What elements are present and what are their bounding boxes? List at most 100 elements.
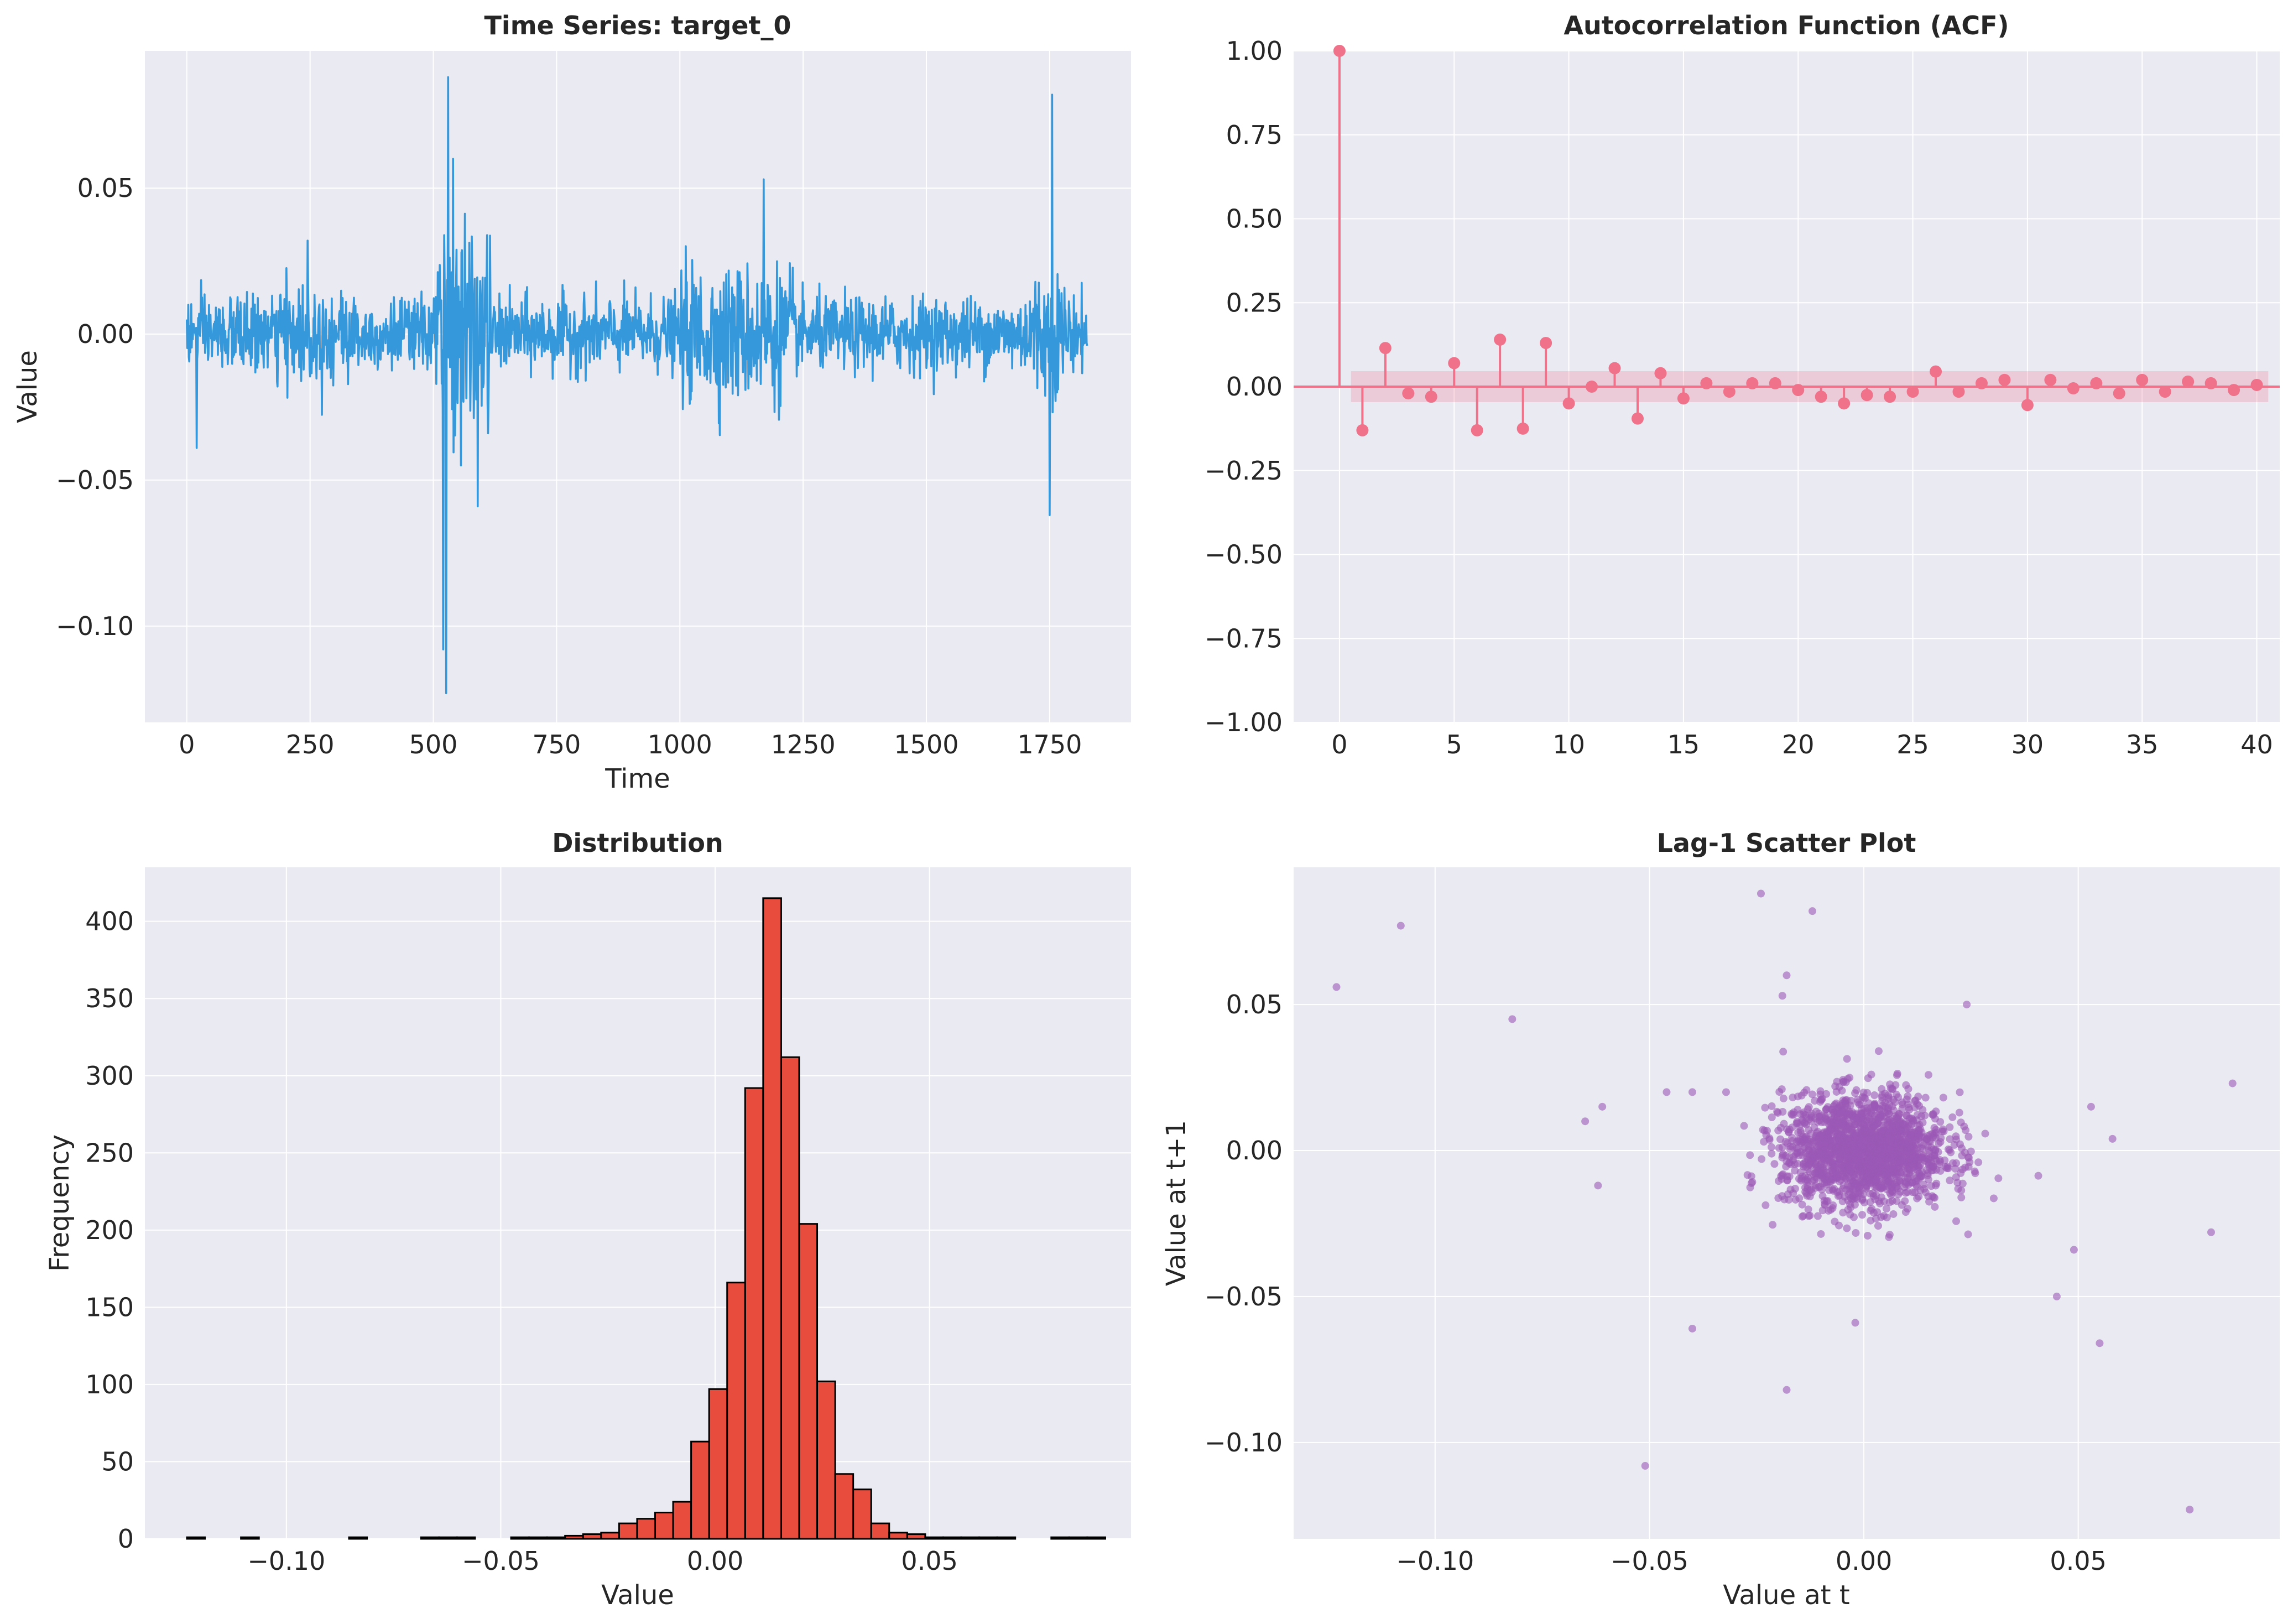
histogram-bar <box>420 1536 440 1540</box>
y-tick-label: −0.05 <box>1205 1282 1283 1311</box>
scatter-point <box>1880 1117 1888 1126</box>
scatter-point <box>1960 1122 1968 1131</box>
scatter-point <box>1844 1166 1852 1174</box>
acf-marker <box>1700 377 1713 389</box>
panel-distribution: −0.10 −0.05 0.00 0.05 0 50 100 150 200 250 300 350 4… <box>44 828 1131 1611</box>
scatter-point <box>1929 1152 1937 1160</box>
scatter-point <box>1932 1179 1941 1188</box>
scatter-point <box>1833 1188 1842 1196</box>
scatter-point <box>1803 1153 1811 1161</box>
scatter-point <box>1785 1126 1794 1134</box>
y-tick-label: −0.25 <box>1205 456 1283 486</box>
acf-marker <box>1723 386 1736 398</box>
scatter-point <box>1332 983 1341 991</box>
scatter-point <box>1809 907 1817 915</box>
scatter-point <box>1868 1153 1876 1162</box>
acf-marker <box>2136 373 2149 386</box>
scatter-point <box>1767 1143 1775 1151</box>
acf-marker <box>2228 384 2240 397</box>
acf-marker <box>1586 381 1598 393</box>
scatter-point <box>1838 1162 1847 1170</box>
scatter-point <box>1863 1231 1872 1240</box>
x-tick-label: −0.05 <box>1611 1546 1689 1576</box>
scatter-point <box>2186 1506 2194 1514</box>
scatter-point <box>1989 1194 1998 1203</box>
scatter-point <box>1939 1094 1947 1102</box>
scatter-point <box>1893 1197 1901 1205</box>
scatter-point <box>1881 1180 1889 1188</box>
scatter-point <box>1891 1170 1900 1179</box>
scatter-point <box>1874 1047 1883 1055</box>
scatter-point <box>1746 1151 1754 1159</box>
histogram-bar <box>906 1533 926 1540</box>
scatter-point <box>1761 1104 1769 1112</box>
scatter-point <box>1860 1133 1868 1141</box>
scatter-point <box>1825 1206 1833 1215</box>
scatter-point <box>1830 1163 1838 1172</box>
scatter-point <box>1866 1198 1874 1206</box>
scatter-point <box>1883 1214 1891 1222</box>
histogram-bar <box>888 1532 908 1540</box>
scatter-point <box>1813 1212 1822 1220</box>
acf-marker <box>2113 387 2125 400</box>
scatter-point <box>1901 1121 1909 1129</box>
scatter-point <box>1831 1082 1839 1090</box>
scatter-point <box>1885 1233 1893 1241</box>
y-tick-label: −0.05 <box>56 465 134 495</box>
scatter-point <box>1964 1133 1973 1141</box>
scatter-point <box>1894 1158 1902 1167</box>
scatter-point <box>1783 1157 1791 1165</box>
y-tick-label: 200 <box>85 1215 134 1245</box>
scatter-point <box>1853 1173 1861 1181</box>
scatter-point <box>2228 1079 2237 1087</box>
scatter-point <box>1948 1113 1957 1121</box>
x-tick-label: 20 <box>1782 730 1815 759</box>
scatter-point <box>1768 1102 1776 1110</box>
scatter-point <box>1795 1175 1803 1183</box>
histogram-bar <box>240 1536 260 1540</box>
histogram-bar <box>762 897 782 1540</box>
scatter-point <box>1884 1144 1893 1153</box>
scatter-point <box>1805 1136 1813 1144</box>
acf-marker <box>1402 387 1415 400</box>
scatter-point <box>1874 1222 1882 1230</box>
histogram-bar <box>1086 1536 1106 1540</box>
scatter-point <box>1875 1197 1883 1205</box>
y-tick-label: 400 <box>85 907 134 936</box>
scatter-point <box>1850 1182 1858 1190</box>
acf-marker <box>1608 362 1621 374</box>
scatter-point <box>1994 1174 2003 1183</box>
histogram-bar <box>582 1533 602 1540</box>
y-tick-label: 0.50 <box>1226 204 1283 234</box>
scatter-point <box>1862 1117 1870 1125</box>
scatter-point <box>1870 1091 1879 1099</box>
scatter-point <box>1889 1210 1898 1218</box>
scatter-point <box>1853 1095 1862 1104</box>
y-tick-label: 0.00 <box>77 319 134 349</box>
scatter-point <box>1925 1147 1933 1155</box>
scatter-point <box>1843 1125 1851 1133</box>
scatter-point <box>1921 1094 1930 1102</box>
scatter-point <box>1900 1149 1908 1158</box>
scatter-point <box>1828 1109 1837 1117</box>
y-tick-label: 100 <box>85 1370 134 1399</box>
scatter-point <box>1827 1157 1835 1165</box>
acf-marker <box>1562 397 1575 410</box>
scatter-point <box>1827 1115 1836 1123</box>
acf-marker <box>1471 424 1483 436</box>
histogram-bar <box>870 1522 890 1540</box>
scatter-point <box>1958 1152 1966 1160</box>
scatter-point <box>1837 1131 1845 1139</box>
scatter-point <box>1783 1386 1791 1394</box>
histogram-bar <box>438 1536 458 1540</box>
y-tick-label: 250 <box>85 1138 134 1168</box>
scatter-point <box>1846 1101 1854 1110</box>
acf-marker <box>1906 386 1919 398</box>
scatter-point <box>1859 1089 1868 1097</box>
scatter-point <box>1908 1128 1916 1137</box>
histogram-bar <box>708 1388 728 1540</box>
scatter-point <box>1875 1105 1883 1113</box>
acf-marker <box>1448 357 1461 369</box>
scatter-point <box>1838 1108 1846 1116</box>
acf-marker <box>1677 392 1690 405</box>
